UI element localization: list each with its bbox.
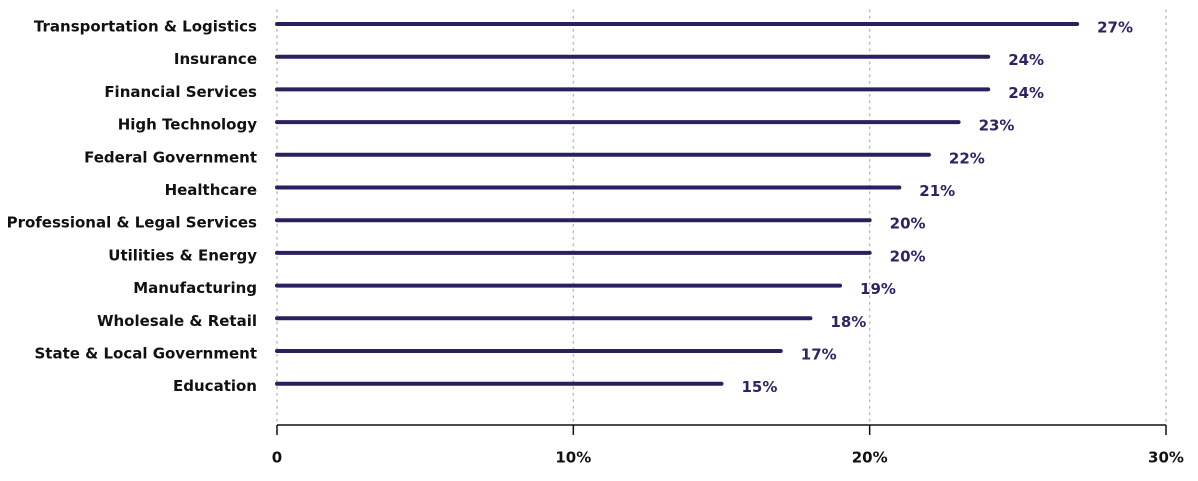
- value-label: 22%: [949, 149, 985, 167]
- category-label: Insurance: [174, 50, 257, 68]
- value-label: 17%: [801, 346, 837, 364]
- value-label: 24%: [1008, 51, 1044, 69]
- x-tick-label: 20%: [852, 449, 888, 467]
- value-label: 18%: [830, 313, 866, 331]
- category-label: Healthcare: [165, 181, 257, 199]
- category-label: Education: [173, 377, 257, 395]
- value-label: 21%: [919, 182, 955, 200]
- value-label: 24%: [1008, 84, 1044, 102]
- category-label: Utilities & Energy: [108, 246, 257, 264]
- category-label: Transportation & Logistics: [34, 18, 257, 36]
- x-tick-label: 10%: [555, 449, 591, 467]
- value-label: 23%: [979, 117, 1015, 135]
- value-label: 20%: [890, 247, 926, 265]
- category-label: State & Local Government: [34, 345, 257, 363]
- x-tick-label: 0: [272, 449, 282, 467]
- value-label: 27%: [1097, 19, 1133, 37]
- category-label: Federal Government: [84, 148, 257, 166]
- category-label: Manufacturing: [133, 279, 257, 297]
- value-label: 20%: [890, 215, 926, 233]
- x-tick-label: 30%: [1148, 449, 1184, 467]
- value-label: 19%: [860, 280, 896, 298]
- category-label: Professional & Legal Services: [7, 214, 257, 232]
- value-label: 15%: [742, 378, 778, 396]
- category-label: Wholesale & Retail: [97, 312, 257, 330]
- category-label: High Technology: [118, 116, 257, 134]
- category-label: Financial Services: [104, 83, 257, 101]
